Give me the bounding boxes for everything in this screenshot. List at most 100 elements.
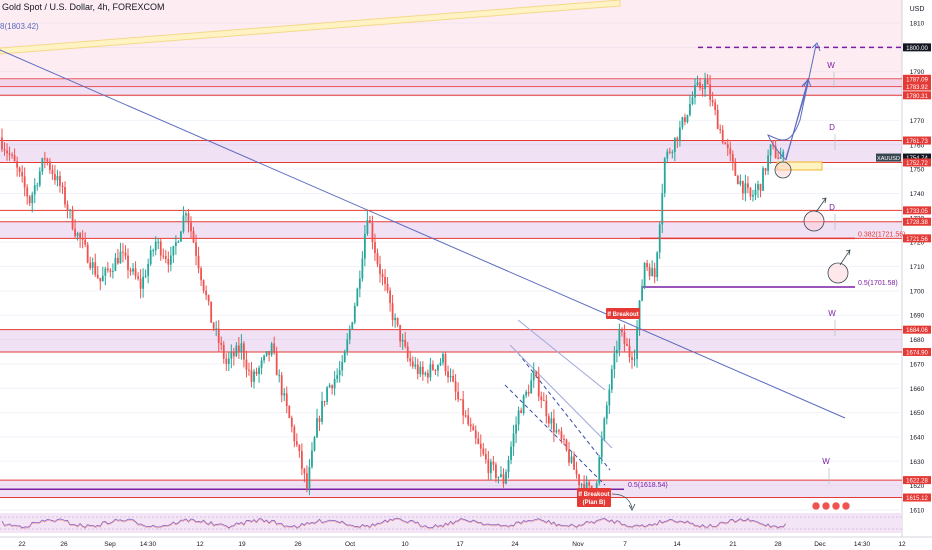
candle-body — [33, 185, 36, 195]
candle-body — [459, 399, 462, 401]
candle-body — [243, 343, 245, 360]
timeframe-mark: D — [829, 203, 835, 212]
candle-body — [729, 148, 732, 155]
price-tick-label: 1720 — [910, 240, 925, 247]
candle-body — [426, 372, 429, 378]
candle-body — [76, 233, 79, 237]
candle-body — [762, 168, 764, 191]
channel-solid-upper — [517, 319, 606, 391]
candle-body — [429, 364, 432, 378]
candle-body — [212, 322, 215, 329]
candle-body — [721, 129, 724, 143]
candle-body — [43, 158, 46, 160]
candle-body — [172, 245, 175, 256]
candle-body — [386, 283, 389, 291]
candle-body — [164, 256, 167, 259]
candle-body — [225, 358, 228, 364]
price-label-text: 1684.06 — [906, 328, 928, 334]
time-tick-label: 12 — [898, 541, 906, 548]
candle-body — [658, 224, 661, 253]
grid — [0, 22, 902, 511]
candle-body — [545, 400, 548, 417]
timeframe-mark: W — [827, 61, 835, 70]
price-label-text: 1787.09 — [906, 77, 928, 83]
candle-body — [316, 418, 318, 438]
candle-body — [736, 175, 739, 185]
candle-body — [502, 474, 505, 484]
breakout-callout-box — [606, 308, 640, 319]
candle-body — [101, 275, 104, 282]
candle-body — [162, 255, 165, 257]
candle-body — [681, 117, 684, 128]
candle-body — [86, 244, 89, 263]
time-tick-label: Sep — [104, 541, 116, 548]
candle-body — [777, 157, 780, 159]
candle-body — [270, 343, 273, 355]
candle-body — [255, 371, 258, 374]
candle-body — [117, 257, 119, 264]
candle-body — [749, 187, 752, 197]
candle-body — [205, 290, 208, 296]
small-arrow — [815, 197, 827, 213]
candle-body — [479, 443, 482, 449]
candle-body — [280, 375, 283, 396]
time-tick-label: Dec — [814, 541, 826, 548]
candle-body — [684, 117, 686, 123]
candle-body — [361, 258, 364, 279]
event-icon — [831, 501, 841, 511]
candle-body — [300, 451, 303, 469]
price-tick-label: 1750 — [910, 167, 925, 174]
candle-body — [232, 352, 235, 357]
candle-body — [331, 385, 334, 389]
candle-body — [603, 418, 606, 439]
candle-body — [48, 161, 51, 170]
candle-body — [477, 438, 480, 444]
candle-body — [366, 220, 369, 234]
candle-body — [542, 400, 545, 402]
candle-body — [752, 195, 754, 197]
zone-band — [0, 140, 902, 163]
candle-body — [21, 171, 24, 177]
candle-body — [177, 241, 180, 243]
candle-body — [374, 242, 376, 254]
symbol-tag-box — [876, 153, 901, 162]
levels: 0.382(1721.56) 0.5(1701.58) 0.5(1618.54) — [0, 46, 905, 490]
candle-body — [16, 161, 19, 168]
candle-body — [416, 364, 419, 374]
candle-body — [500, 474, 502, 477]
candle-body — [84, 239, 87, 245]
candle-body — [462, 399, 465, 416]
candle-body — [109, 270, 112, 272]
candle-body — [94, 262, 97, 275]
candle-body — [578, 474, 580, 485]
candle-body — [318, 418, 321, 422]
candle-body — [268, 351, 271, 355]
event-icon — [821, 501, 831, 511]
candle-body — [64, 187, 66, 205]
candle-body — [323, 401, 326, 403]
candle-body — [358, 278, 361, 289]
candle-body — [28, 196, 31, 204]
candle-body — [646, 262, 649, 268]
candle-body — [769, 144, 772, 156]
candle-body — [779, 156, 782, 159]
candle-body — [250, 370, 253, 382]
candle-body — [621, 329, 623, 332]
candle-body — [381, 274, 384, 277]
price-label-text: 1752.72 — [906, 161, 928, 167]
candle-body — [379, 264, 381, 275]
candle-body — [741, 180, 744, 194]
candle-body — [346, 339, 349, 352]
candle-body — [739, 180, 742, 185]
time-tick-label: 7 — [623, 541, 627, 548]
candle-body — [122, 251, 124, 253]
candle-body — [11, 154, 13, 156]
time-tick-label: 14:30 — [854, 541, 871, 548]
price-tick-label: 1660 — [910, 386, 925, 393]
candle-body — [124, 252, 127, 256]
candle-body — [197, 255, 200, 269]
candle-body — [757, 184, 759, 190]
candle-body — [91, 262, 94, 268]
candle-body — [585, 482, 588, 493]
